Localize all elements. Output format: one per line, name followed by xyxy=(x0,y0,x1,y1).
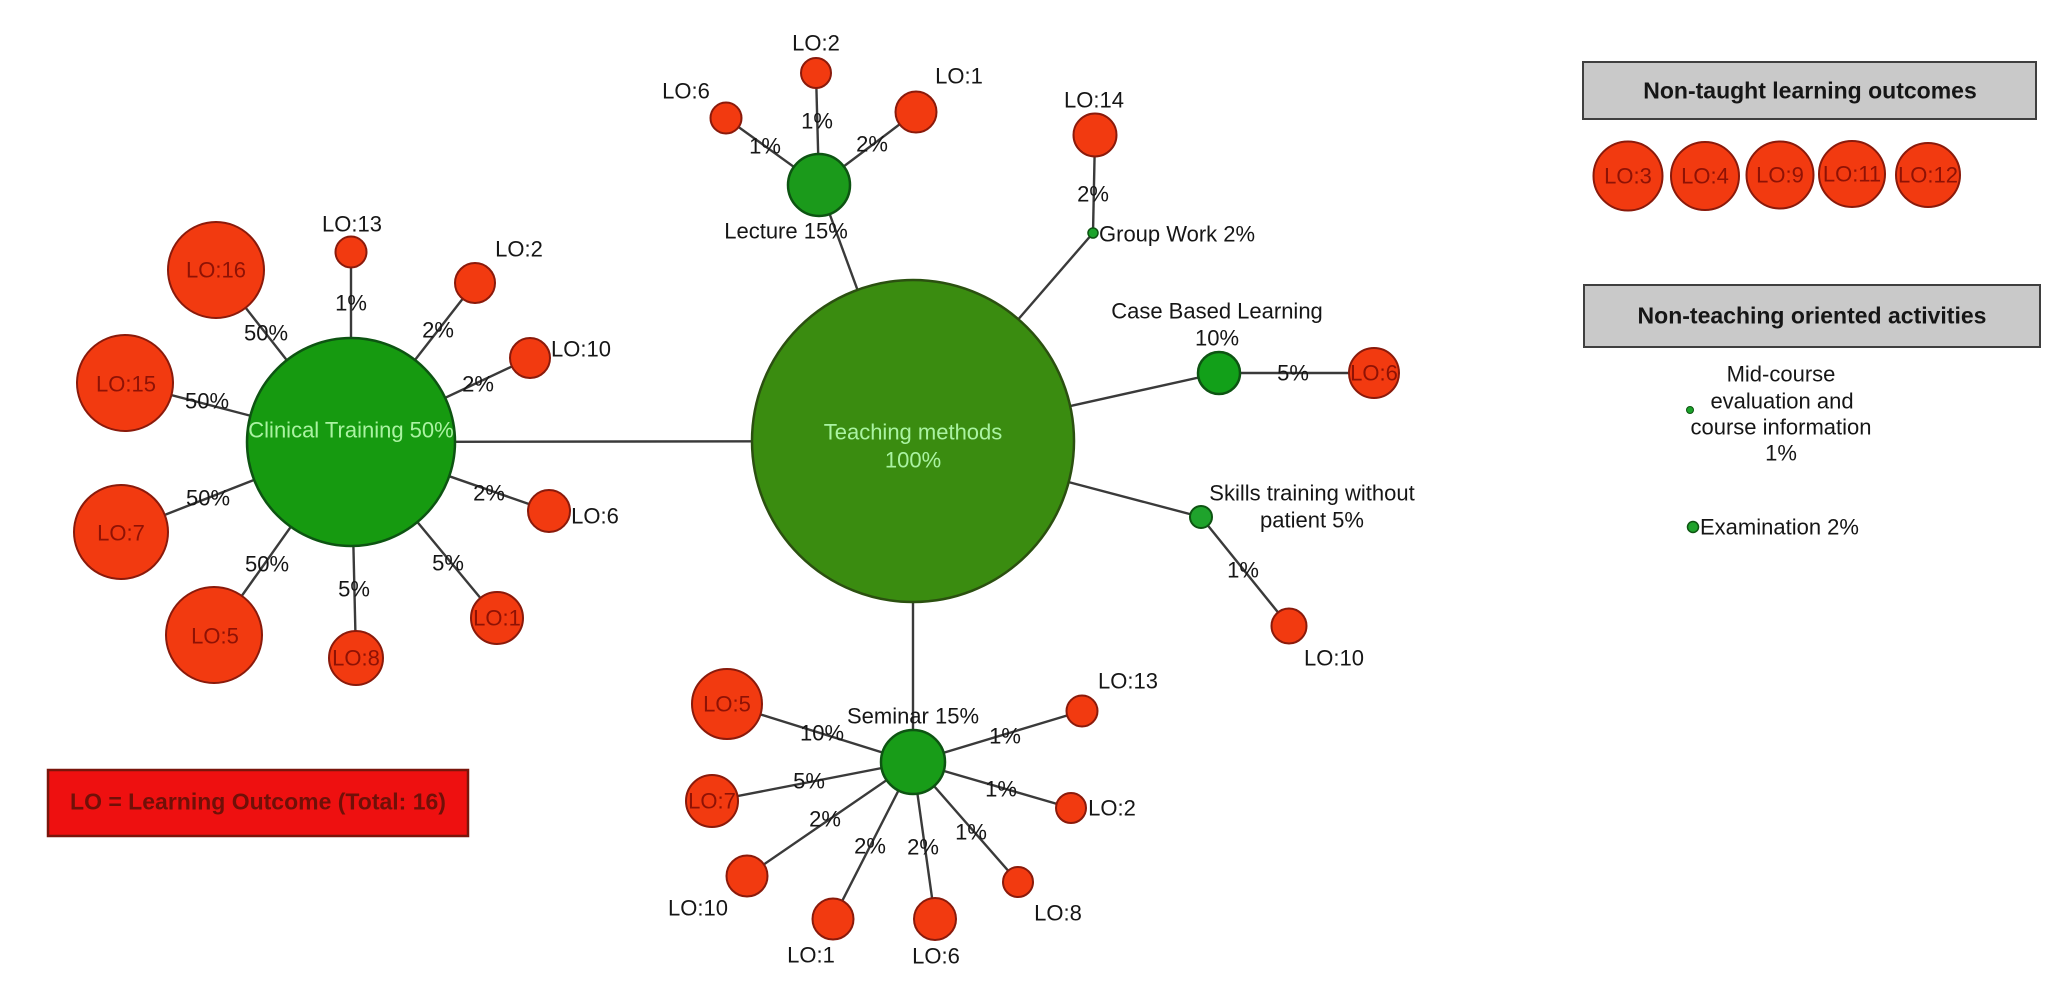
svg-text:LO:1: LO:1 xyxy=(473,606,521,631)
svg-text:LO:15: LO:15 xyxy=(96,372,156,397)
svg-text:2%: 2% xyxy=(854,834,886,859)
svg-text:1%: 1% xyxy=(335,291,367,316)
svg-text:Mid-course: Mid-course xyxy=(1727,362,1836,387)
svg-text:5%: 5% xyxy=(1277,361,1309,386)
svg-text:2%: 2% xyxy=(473,481,505,506)
svg-text:2%: 2% xyxy=(422,318,454,343)
svg-text:LO:9: LO:9 xyxy=(1756,163,1804,188)
svg-text:LO:2: LO:2 xyxy=(792,31,840,56)
svg-text:patient 5%: patient 5% xyxy=(1260,508,1364,533)
svg-text:LO:5: LO:5 xyxy=(191,624,239,649)
svg-text:2%: 2% xyxy=(1077,182,1109,207)
svg-text:LO:6: LO:6 xyxy=(571,504,619,529)
svg-text:50%: 50% xyxy=(245,552,289,577)
svg-text:10%: 10% xyxy=(800,721,844,746)
svg-text:LO:2: LO:2 xyxy=(1088,796,1136,821)
svg-text:Skills training without: Skills training without xyxy=(1209,481,1414,506)
svg-text:5%: 5% xyxy=(432,551,464,576)
svg-text:LO:11: LO:11 xyxy=(1823,162,1881,187)
svg-text:2%: 2% xyxy=(856,132,888,157)
svg-text:course information: course information xyxy=(1691,415,1872,440)
svg-text:2%: 2% xyxy=(462,372,494,397)
svg-text:LO:10: LO:10 xyxy=(1304,646,1364,671)
svg-text:10%: 10% xyxy=(1195,326,1239,351)
svg-text:LO:6: LO:6 xyxy=(1350,361,1398,386)
svg-text:1%: 1% xyxy=(749,134,781,159)
svg-text:LO:3: LO:3 xyxy=(1604,164,1652,189)
svg-text:LO:13: LO:13 xyxy=(322,212,382,237)
svg-text:LO:2: LO:2 xyxy=(495,237,543,262)
svg-text:1%: 1% xyxy=(985,777,1017,802)
svg-text:LO:4: LO:4 xyxy=(1681,164,1729,189)
svg-text:2%: 2% xyxy=(809,807,841,832)
svg-text:Lecture 15%: Lecture 15% xyxy=(724,219,848,244)
svg-text:LO = Learning Outcome (Total:: LO = Learning Outcome (Total: 16) xyxy=(70,789,446,815)
svg-text:LO:12: LO:12 xyxy=(1898,163,1958,188)
svg-text:50%: 50% xyxy=(185,389,229,414)
svg-text:50%: 50% xyxy=(244,321,288,346)
svg-text:LO:5: LO:5 xyxy=(703,692,751,717)
svg-text:1%: 1% xyxy=(1227,558,1259,583)
svg-text:Non-teaching oriented activiti: Non-teaching oriented activities xyxy=(1638,303,1987,329)
svg-text:1%: 1% xyxy=(1765,441,1797,466)
svg-text:LO:10: LO:10 xyxy=(551,337,611,362)
svg-text:evaluation and: evaluation and xyxy=(1710,389,1853,414)
svg-text:100%: 100% xyxy=(885,448,941,473)
svg-text:Clinical Training 50%: Clinical Training 50% xyxy=(248,418,453,443)
svg-text:Group Work 2%: Group Work 2% xyxy=(1099,222,1255,247)
svg-text:LO:14: LO:14 xyxy=(1064,88,1124,113)
svg-text:1%: 1% xyxy=(801,109,833,134)
svg-text:LO:6: LO:6 xyxy=(912,944,960,969)
svg-text:Seminar 15%: Seminar 15% xyxy=(847,704,979,729)
svg-text:LO:1: LO:1 xyxy=(787,943,835,968)
svg-text:LO:6: LO:6 xyxy=(662,79,710,104)
svg-text:LO:10: LO:10 xyxy=(668,896,728,921)
svg-text:LO:1: LO:1 xyxy=(935,64,983,89)
svg-text:LO:7: LO:7 xyxy=(97,521,145,546)
svg-text:LO:13: LO:13 xyxy=(1098,669,1158,694)
svg-text:5%: 5% xyxy=(793,769,825,794)
svg-text:LO:8: LO:8 xyxy=(332,646,380,671)
svg-text:Non-taught learning outcomes: Non-taught learning outcomes xyxy=(1643,78,1977,104)
svg-text:1%: 1% xyxy=(989,724,1021,749)
svg-text:50%: 50% xyxy=(186,486,230,511)
svg-text:Case Based Learning: Case Based Learning xyxy=(1111,299,1323,324)
svg-text:LO:8: LO:8 xyxy=(1034,901,1082,926)
svg-text:2%: 2% xyxy=(907,835,939,860)
svg-text:LO:7: LO:7 xyxy=(688,789,736,814)
svg-text:LO:16: LO:16 xyxy=(186,258,246,283)
svg-text:1%: 1% xyxy=(955,820,987,845)
svg-text:Examination 2%: Examination 2% xyxy=(1700,515,1859,540)
svg-text:5%: 5% xyxy=(338,577,370,602)
svg-text:Teaching methods: Teaching methods xyxy=(824,420,1003,445)
